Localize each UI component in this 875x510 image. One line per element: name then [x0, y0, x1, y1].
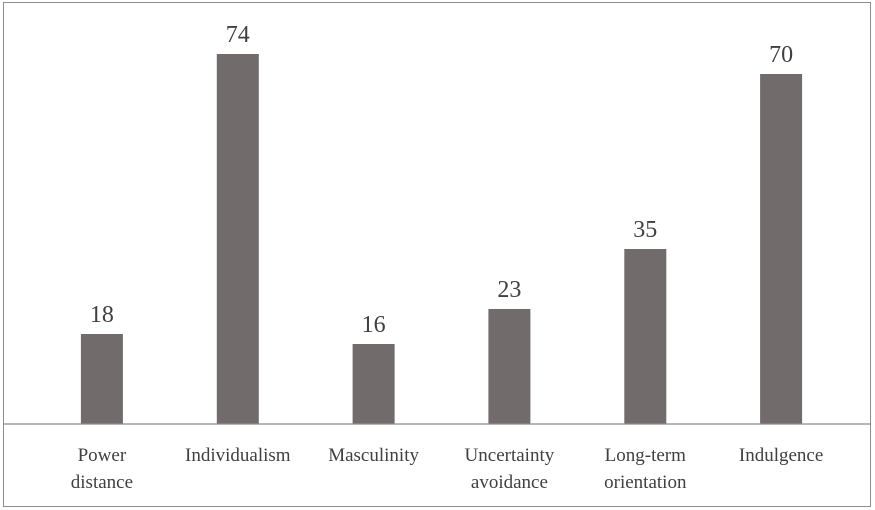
x-tick-label-line: Individualism: [185, 445, 291, 466]
x-tick-label-5: Indulgence: [739, 445, 823, 466]
data-label-3: 23: [497, 277, 521, 303]
x-tick-label-line: Masculinity: [328, 445, 419, 466]
data-labels-group: 18 74 16 23 35 70: [90, 22, 793, 338]
x-tick-label-line: Long-term: [605, 445, 686, 466]
x-tick-label-line: Indulgence: [739, 445, 823, 466]
bar-chart: 18 74 16 23 35 70 Power distance Individualism M…: [4, 22, 870, 493]
x-tick-labels-group: Power distance Individualism Masculinity Unc…: [71, 445, 824, 493]
x-tick-label-line: avoidance: [471, 472, 548, 493]
x-tick-label-0: Power distance: [71, 445, 133, 493]
bar-3: [488, 309, 531, 424]
data-label-1: 74: [226, 22, 250, 48]
data-label-5: 70: [769, 42, 793, 68]
x-tick-label-1: Individualism: [185, 445, 291, 466]
x-tick-label-3: Uncertainty avoidance: [465, 445, 555, 493]
bar-2: [352, 344, 395, 424]
x-tick-label-4: Long-term orientation: [604, 445, 687, 493]
bar-4: [624, 249, 667, 424]
bars-group: [80, 54, 803, 424]
bar-5: [760, 74, 803, 424]
x-tick-label-line: Uncertainty: [465, 445, 555, 466]
x-tick-label-2: Masculinity: [328, 445, 419, 466]
data-label-4: 35: [633, 217, 657, 243]
chart-frame: 18 74 16 23 35 70 Power distance Individualism M…: [3, 2, 871, 507]
data-label-0: 18: [90, 302, 114, 328]
x-tick-label-line: Power: [78, 445, 127, 466]
bar-1: [216, 54, 259, 424]
data-label-2: 16: [362, 312, 386, 338]
bar-0: [80, 334, 123, 424]
x-tick-label-line: orientation: [604, 472, 687, 493]
x-tick-label-line: distance: [71, 472, 133, 493]
